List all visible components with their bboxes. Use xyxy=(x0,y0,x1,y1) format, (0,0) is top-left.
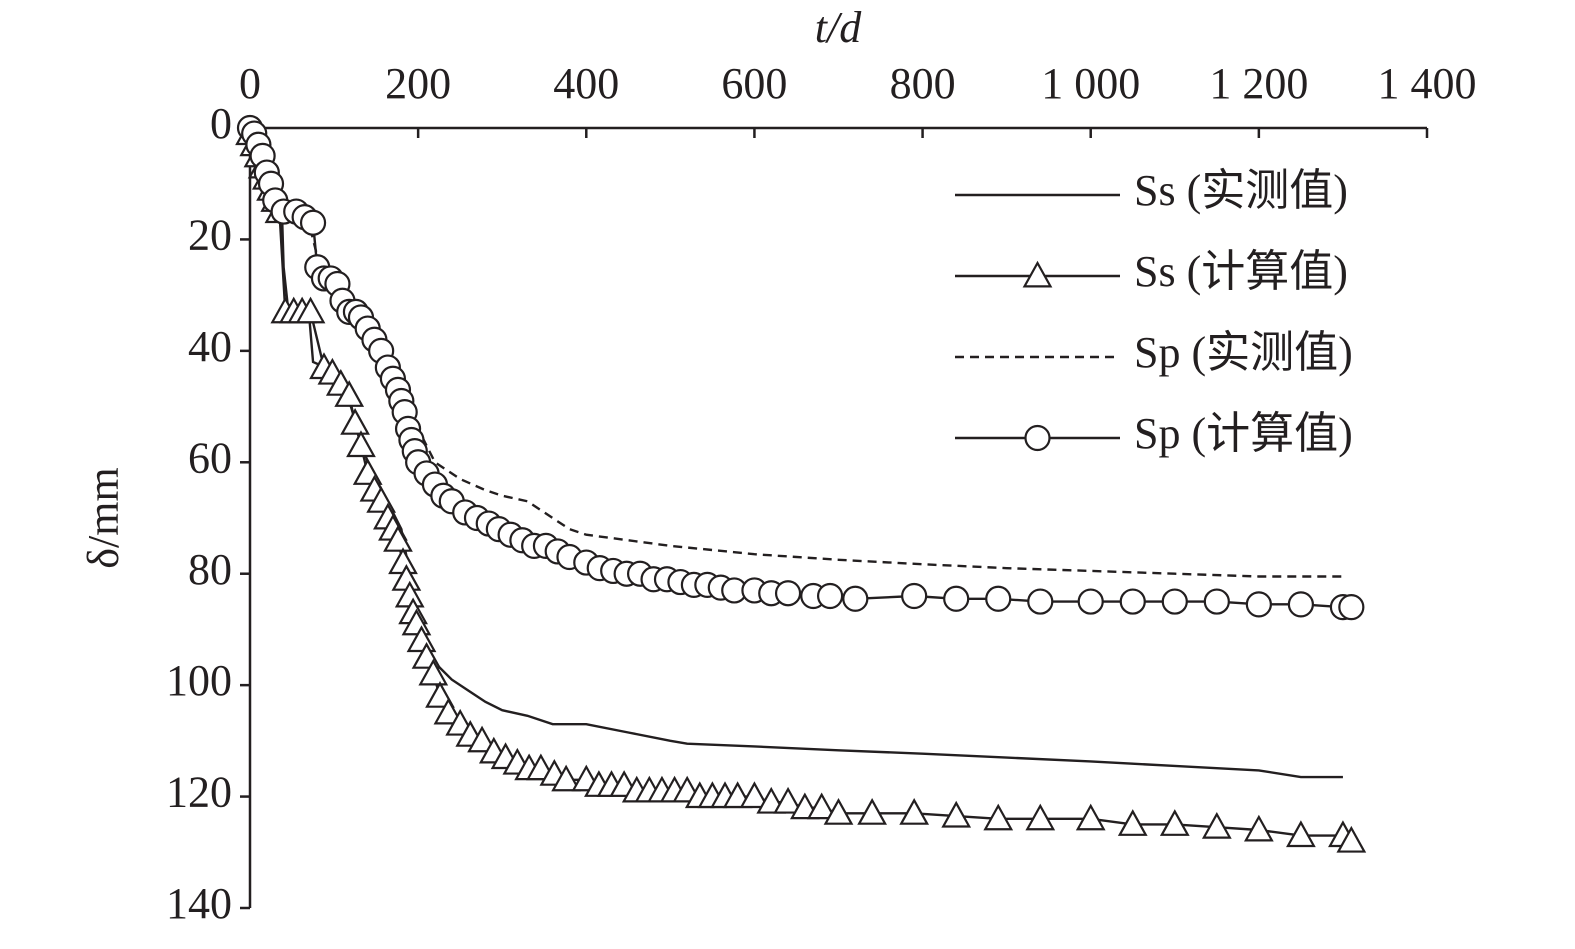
triangle-marker xyxy=(806,792,837,820)
circle-marker xyxy=(816,582,844,610)
triangle-marker xyxy=(1022,260,1053,288)
triangle-marker xyxy=(388,547,418,575)
triangle-marker xyxy=(1075,803,1106,831)
circle-marker xyxy=(1077,588,1104,615)
triangle-marker xyxy=(773,786,803,814)
triangle-marker xyxy=(1025,803,1056,831)
circle-marker xyxy=(1119,588,1146,615)
x-tick-label: 1 200 xyxy=(1209,59,1308,108)
circle-marker xyxy=(1024,424,1051,452)
triangle-marker xyxy=(340,408,370,435)
triangle-marker xyxy=(1159,809,1190,836)
triangle-marker xyxy=(551,764,581,792)
triangle-marker xyxy=(823,798,854,825)
triangle-marker xyxy=(1286,820,1316,848)
legend-label: Ss (实测值) xyxy=(1134,166,1348,215)
x-tick-label: 1 000 xyxy=(1041,59,1140,108)
x-tick-label: 200 xyxy=(385,59,451,108)
circle-marker xyxy=(1287,591,1314,618)
circle-marker xyxy=(1245,591,1272,618)
circle-marker xyxy=(1161,588,1188,615)
legend-label: Sp (实测值) xyxy=(1134,328,1353,377)
triangle-marker xyxy=(1243,814,1274,842)
y-tick-label: 120 xyxy=(166,768,232,817)
triangle-marker xyxy=(383,525,413,552)
triangle-marker xyxy=(467,725,497,753)
y-axis-label: δ/mm xyxy=(79,467,128,568)
circle-marker xyxy=(1203,588,1230,615)
x-tick-label: 0 xyxy=(239,59,261,108)
series-line xyxy=(248,133,1353,843)
circle-marker xyxy=(842,585,869,612)
triangle-marker xyxy=(418,658,449,686)
triangle-marker xyxy=(1117,809,1148,836)
legend-label: Sp (计算值) xyxy=(1134,409,1353,458)
x-tick-label: 400 xyxy=(553,59,619,108)
triangle-marker xyxy=(425,681,455,708)
triangle-marker xyxy=(1336,825,1367,853)
triangle-marker xyxy=(295,296,326,324)
y-tick-label: 100 xyxy=(166,656,232,705)
x-tick-label: 1 400 xyxy=(1378,59,1477,108)
x-axis-label: t/d xyxy=(815,3,862,52)
x-tick-label: 600 xyxy=(721,59,787,108)
triangle-marker xyxy=(857,798,887,825)
circle-marker xyxy=(1338,594,1365,621)
triangle-marker xyxy=(941,800,972,828)
y-tick-label: 0 xyxy=(210,99,232,148)
y-tick-label: 140 xyxy=(166,879,232,928)
y-tick-label: 80 xyxy=(188,545,232,594)
legend-label: Ss (计算值) xyxy=(1134,247,1348,296)
triangle-marker xyxy=(346,430,376,458)
circle-marker xyxy=(901,582,928,610)
circle-marker xyxy=(299,209,327,236)
triangle-marker xyxy=(1201,811,1232,839)
triangle-marker xyxy=(433,697,464,725)
circle-marker xyxy=(943,585,970,612)
triangle-marker xyxy=(739,781,770,809)
x-tick-label: 800 xyxy=(890,59,956,108)
triangle-marker xyxy=(899,798,930,825)
circle-marker xyxy=(1027,588,1054,615)
y-tick-label: 60 xyxy=(188,433,232,482)
y-tick-label: 40 xyxy=(188,322,232,371)
circle-marker xyxy=(774,580,802,607)
circle-marker xyxy=(985,585,1012,612)
triangle-marker xyxy=(983,803,1014,831)
y-tick-label: 20 xyxy=(188,211,232,260)
triangle-marker xyxy=(334,380,365,407)
